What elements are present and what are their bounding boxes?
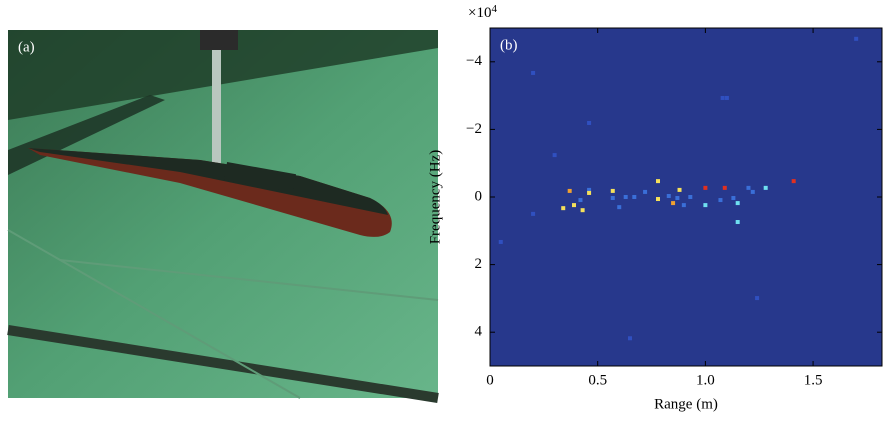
- y-multiplier-base: ×10: [468, 5, 491, 21]
- point: [718, 198, 723, 203]
- point: [681, 203, 686, 208]
- point: [671, 201, 676, 206]
- point: [552, 153, 557, 158]
- point: [724, 95, 729, 100]
- y-multiplier-power: 4: [491, 3, 497, 15]
- point: [580, 208, 585, 213]
- x-tick-label: 1.5: [804, 372, 823, 388]
- point: [703, 203, 708, 208]
- point: [578, 198, 583, 203]
- y-axis-label: Frequency (Hz): [427, 150, 443, 245]
- point: [656, 197, 660, 202]
- point: [628, 336, 632, 341]
- point: [587, 190, 592, 195]
- point: [854, 36, 859, 41]
- point: [656, 179, 660, 184]
- point: [498, 239, 503, 244]
- y-tick-label: −4: [466, 53, 482, 69]
- point: [610, 196, 615, 201]
- point: [677, 187, 682, 192]
- point: [735, 220, 740, 225]
- panel-label: (a): [18, 39, 35, 55]
- point: [763, 185, 768, 190]
- point: [720, 95, 725, 100]
- point: [755, 296, 760, 301]
- panel-label: (b): [500, 37, 518, 53]
- plot-area: [490, 28, 882, 366]
- point: [722, 185, 727, 190]
- point: [567, 188, 572, 193]
- x-axis-label: Range (m): [654, 396, 718, 412]
- point: [666, 193, 671, 198]
- x-tick-label: 0: [486, 372, 494, 388]
- y-multiplier: ×104: [468, 3, 497, 22]
- y-tick-label: −2: [466, 121, 482, 137]
- point: [750, 189, 755, 194]
- point: [617, 205, 622, 210]
- point: [791, 179, 796, 184]
- x-tick-label: 1.0: [696, 372, 715, 388]
- point: [632, 195, 637, 199]
- point: [623, 195, 628, 199]
- point: [643, 189, 648, 194]
- point: [587, 187, 592, 192]
- y-tick-label: 4: [475, 324, 483, 340]
- point: [610, 188, 615, 193]
- point: [675, 196, 680, 201]
- point: [735, 201, 740, 206]
- point: [531, 211, 536, 216]
- x-tick-label: 0.5: [588, 372, 607, 388]
- point: [531, 70, 536, 75]
- point: [703, 185, 708, 190]
- point: [688, 195, 693, 199]
- y-tick-label: 2: [475, 256, 483, 272]
- point: [587, 120, 592, 125]
- y-tick-label: 0: [475, 188, 483, 204]
- point: [731, 196, 736, 201]
- point: [572, 203, 576, 208]
- point: [561, 206, 566, 211]
- point: [746, 185, 751, 190]
- photo: (a): [7, 30, 439, 403]
